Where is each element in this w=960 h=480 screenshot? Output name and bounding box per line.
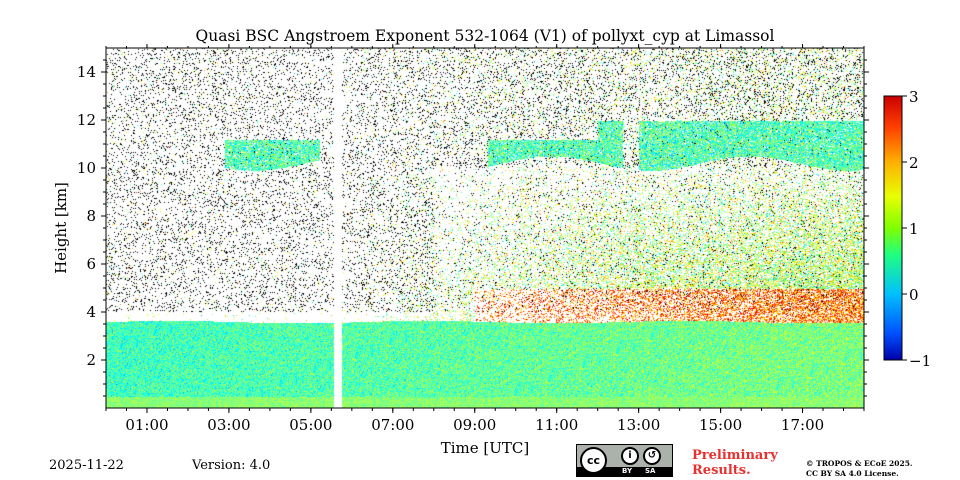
colorbar-tick-label: 2 <box>909 154 919 172</box>
x-tick-label: 01:00 <box>125 416 168 434</box>
version-label: Version: 4.0 <box>192 458 271 473</box>
y-axis: 2 4 6 8 10 12 14 <box>77 59 869 397</box>
x-tick-label: 13:00 <box>617 416 660 434</box>
by-label: BY <box>622 467 633 475</box>
x-tick-label: 11:00 <box>535 416 578 434</box>
badge-stripe <box>577 467 672 476</box>
preliminary-note: Preliminary Results. <box>692 448 778 478</box>
cc-license-badge[interactable]: cc i ↺ BY SA <box>576 444 673 477</box>
heatmap-area <box>106 48 864 408</box>
colorbar: −1 0 1 2 3 <box>883 88 931 370</box>
preliminary-line2: Results. <box>692 463 751 478</box>
colorbar-tick-label: 1 <box>909 220 919 238</box>
y-tick-label: 6 <box>86 255 96 273</box>
x-tick-label: 17:00 <box>781 416 824 434</box>
copyright-line2: CC BY SA 4.0 License. <box>806 469 899 478</box>
date-label: 2025-11-22 <box>49 458 124 473</box>
x-tick-label: 15:00 <box>699 416 742 434</box>
y-tick-label: 4 <box>86 303 96 321</box>
x-tick-label: 05:00 <box>289 416 332 434</box>
y-tick-label: 12 <box>77 111 96 129</box>
y-tick-label: 2 <box>86 351 96 369</box>
copyright-line1: © TROPOS & ECoE 2025. <box>806 459 913 468</box>
colorbar-tick-label: 0 <box>909 286 919 304</box>
by-person-icon: i <box>621 447 639 465</box>
x-tick-label: 09:00 <box>453 416 496 434</box>
colorbar-ticks: −1 0 1 2 3 <box>902 88 931 370</box>
copyright-note: © TROPOS & ECoE 2025. CC BY SA 4.0 Licen… <box>806 459 913 479</box>
y-tick-label: 10 <box>77 159 96 177</box>
x-axis: 01:00 03:00 05:00 07:00 09:00 11:00 13:00 15:00… <box>105 44 865 434</box>
colorbar-tick-label: −1 <box>909 352 931 370</box>
x-tick-label: 03:00 <box>207 416 250 434</box>
x-axis-label: Time [UTC] <box>441 439 530 457</box>
sa-share-icon: ↺ <box>643 447 661 465</box>
colorbar-gradient <box>883 95 903 361</box>
heatmap-image <box>106 48 864 408</box>
y-tick-label: 14 <box>77 63 96 81</box>
y-axis-label: Height [km] <box>52 182 70 274</box>
chart-title: Quasi BSC Angstroem Exponent 532-1064 (V… <box>196 27 775 45</box>
preliminary-line1: Preliminary <box>692 448 778 463</box>
y-tick-label: 8 <box>86 207 96 225</box>
colorbar-tick-label: 3 <box>909 88 919 106</box>
x-tick-label: 07:00 <box>371 416 414 434</box>
cc-icon: cc <box>580 447 607 474</box>
sa-label: SA <box>645 467 656 475</box>
